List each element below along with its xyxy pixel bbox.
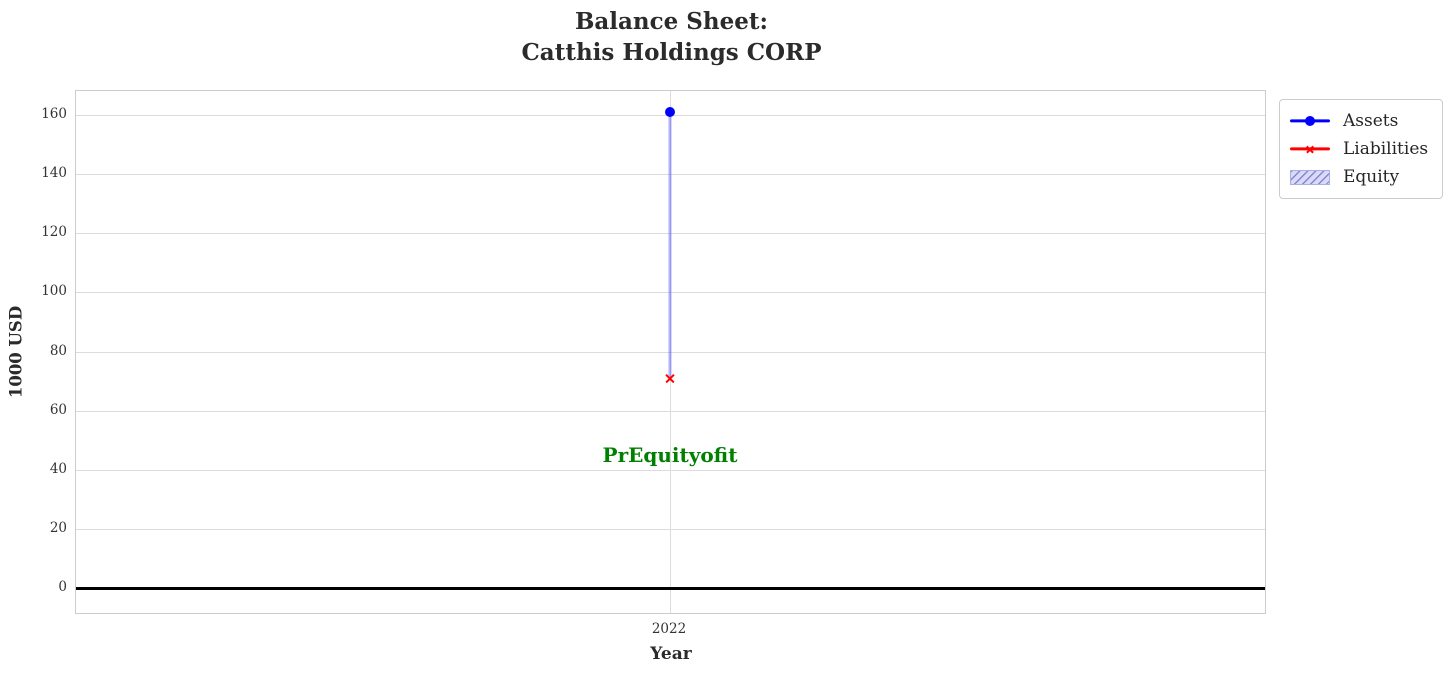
liabilities-marker	[665, 373, 676, 384]
x-marker-icon	[1306, 145, 1315, 154]
assets-marker	[665, 106, 675, 117]
x-gridline	[670, 91, 671, 613]
plot-area: PrEquityofit	[75, 90, 1266, 614]
legend-label: Assets	[1343, 111, 1399, 131]
chart-title: Balance Sheet: Catthis Holdings CORP	[521, 8, 822, 67]
assets-legend-sample	[1290, 114, 1330, 129]
equity-legend-sample	[1290, 169, 1330, 185]
legend-label: Equity	[1343, 167, 1400, 187]
y-tick-label: 120	[41, 224, 67, 241]
y-tick-label: 100	[41, 283, 67, 300]
equity-hatch-patch-icon	[1290, 169, 1330, 185]
y-tick-label: 0	[58, 579, 67, 596]
legend-label: Liabilities	[1343, 139, 1429, 159]
circle-marker-icon	[1305, 116, 1315, 126]
x-axis-label: Year	[650, 644, 692, 664]
y-axis-label: 1000 USD	[6, 305, 26, 399]
y-tick-label: 160	[41, 105, 67, 122]
y-tick-label: 60	[49, 401, 67, 418]
y-tick-label: 40	[49, 460, 67, 477]
x-tick-label: 2022	[651, 621, 687, 637]
zero-axis-line	[76, 586, 1265, 590]
liabilities-legend-sample	[1290, 142, 1330, 157]
legend-row-equity: Equity	[1290, 163, 1428, 191]
legend-row-assets: Assets	[1290, 107, 1428, 135]
y-tick-label: 140	[41, 165, 67, 182]
y-tick-label: 20	[49, 519, 67, 536]
legend-row-liabilities: Liabilities	[1290, 135, 1428, 163]
legend: Assets Liabilities Equity	[1279, 99, 1444, 199]
equity-band	[668, 111, 672, 379]
y-tick-label: 80	[49, 342, 67, 359]
